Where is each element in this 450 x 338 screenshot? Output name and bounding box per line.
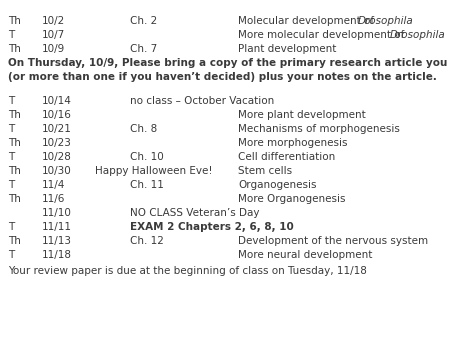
Text: 11/4: 11/4 (42, 180, 65, 190)
Text: Molecular development of: Molecular development of (238, 16, 378, 26)
Text: Ch. 8: Ch. 8 (130, 124, 157, 134)
Text: Th: Th (8, 110, 21, 120)
Text: T: T (8, 152, 14, 162)
Text: 10/7: 10/7 (42, 30, 65, 40)
Text: Stem cells: Stem cells (238, 166, 292, 176)
Text: Th: Th (8, 138, 21, 148)
Text: 11/18: 11/18 (42, 250, 72, 260)
Text: Mechanisms of morphogenesis: Mechanisms of morphogenesis (238, 124, 400, 134)
Text: Drosophila: Drosophila (358, 16, 414, 26)
Text: Drosophila: Drosophila (390, 30, 446, 40)
Text: Ch. 10: Ch. 10 (130, 152, 164, 162)
Text: Organogenesis: Organogenesis (238, 180, 316, 190)
Text: 11/6: 11/6 (42, 194, 65, 204)
Text: 11/13: 11/13 (42, 236, 72, 246)
Text: 10/23: 10/23 (42, 138, 72, 148)
Text: More neural development: More neural development (238, 250, 373, 260)
Text: T: T (8, 96, 14, 106)
Text: Cell differentiation: Cell differentiation (238, 152, 335, 162)
Text: Th: Th (8, 16, 21, 26)
Text: 10/16: 10/16 (42, 110, 72, 120)
Text: (or more than one if you haven’t decided) plus your notes on the article.: (or more than one if you haven’t decided… (8, 72, 437, 82)
Text: More molecular development of: More molecular development of (238, 30, 408, 40)
Text: Happy Halloween Eve!: Happy Halloween Eve! (95, 166, 212, 176)
Text: T: T (8, 250, 14, 260)
Text: 11/10: 11/10 (42, 208, 72, 218)
Text: Ch. 12: Ch. 12 (130, 236, 164, 246)
Text: Ch. 2: Ch. 2 (130, 16, 157, 26)
Text: On Thursday, 10/9, Please bring a copy of the primary research article you have : On Thursday, 10/9, Please bring a copy o… (8, 58, 450, 68)
Text: More plant development: More plant development (238, 110, 366, 120)
Text: Ch. 7: Ch. 7 (130, 44, 157, 54)
Text: Th: Th (8, 236, 21, 246)
Text: Your review paper is due at the beginning of class on Tuesday, 11/18: Your review paper is due at the beginnin… (8, 266, 367, 276)
Text: T: T (8, 180, 14, 190)
Text: Ch. 11: Ch. 11 (130, 180, 164, 190)
Text: More Organogenesis: More Organogenesis (238, 194, 346, 204)
Text: Th: Th (8, 194, 21, 204)
Text: no class – October Vacation: no class – October Vacation (130, 96, 274, 106)
Text: 10/9: 10/9 (42, 44, 65, 54)
Text: 11/11: 11/11 (42, 222, 72, 232)
Text: NO CLASS Veteran’s Day: NO CLASS Veteran’s Day (130, 208, 260, 218)
Text: T: T (8, 222, 14, 232)
Text: 10/2: 10/2 (42, 16, 65, 26)
Text: EXAM 2 Chapters 2, 6, 8, 10: EXAM 2 Chapters 2, 6, 8, 10 (130, 222, 294, 232)
Text: 10/21: 10/21 (42, 124, 72, 134)
Text: More morphogenesis: More morphogenesis (238, 138, 347, 148)
Text: T: T (8, 30, 14, 40)
Text: T: T (8, 124, 14, 134)
Text: 10/28: 10/28 (42, 152, 72, 162)
Text: 10/30: 10/30 (42, 166, 72, 176)
Text: 10/14: 10/14 (42, 96, 72, 106)
Text: Plant development: Plant development (238, 44, 337, 54)
Text: Development of the nervous system: Development of the nervous system (238, 236, 428, 246)
Text: Th: Th (8, 166, 21, 176)
Text: Th: Th (8, 44, 21, 54)
